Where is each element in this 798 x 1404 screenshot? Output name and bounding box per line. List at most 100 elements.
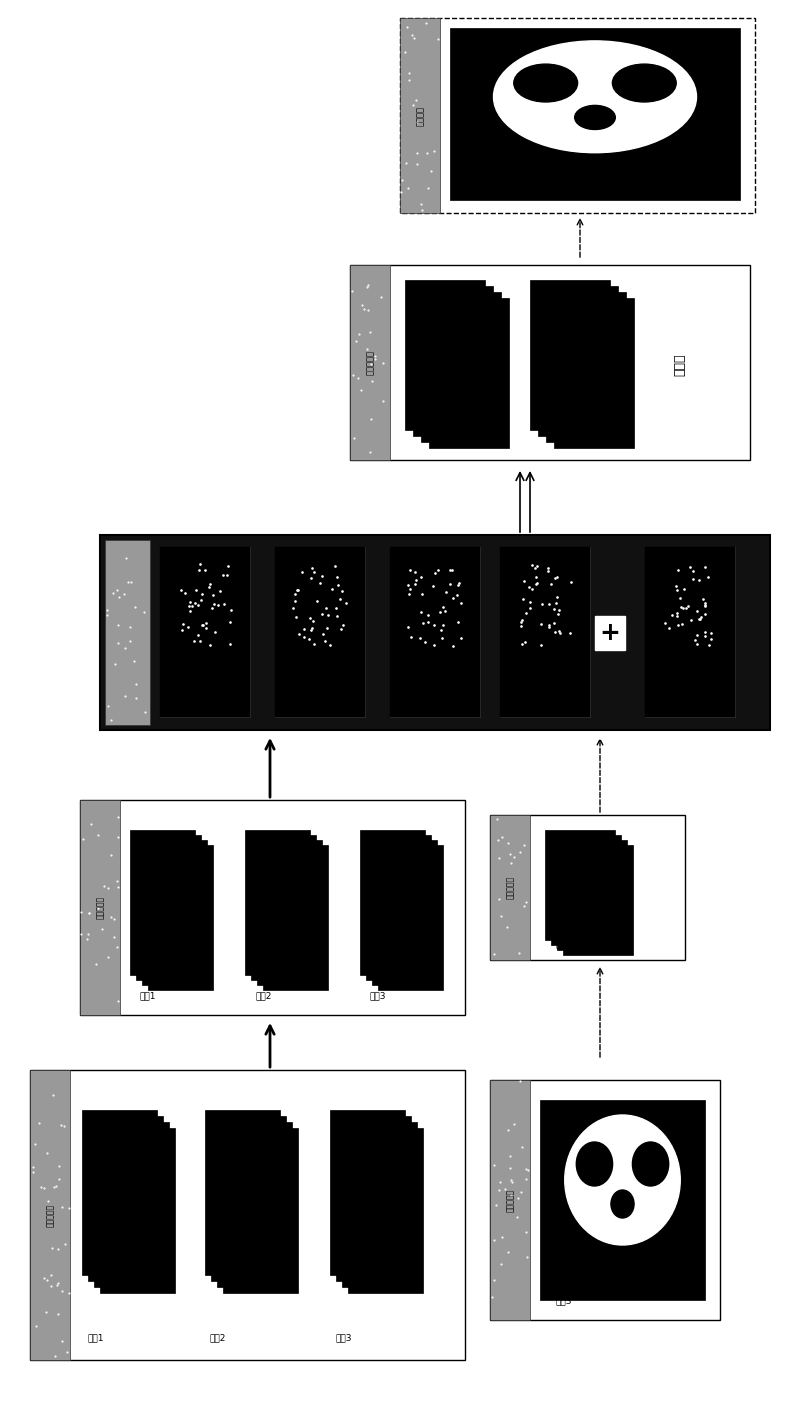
Point xyxy=(112,806,124,828)
Point xyxy=(29,1133,41,1155)
Bar xyxy=(490,814,530,960)
Point xyxy=(502,1241,515,1264)
Point xyxy=(361,275,373,298)
Bar xyxy=(142,840,207,986)
Point xyxy=(687,569,700,591)
Point xyxy=(186,595,199,618)
Point xyxy=(542,614,555,636)
Bar xyxy=(80,800,465,1015)
Point xyxy=(40,1300,53,1323)
Point xyxy=(377,351,389,373)
Bar xyxy=(557,840,627,951)
Bar xyxy=(223,1127,298,1293)
Point xyxy=(355,378,368,400)
Point xyxy=(531,555,543,577)
Point xyxy=(196,614,209,636)
Point xyxy=(119,685,132,708)
Bar xyxy=(257,840,322,986)
Bar xyxy=(563,845,633,955)
Point xyxy=(414,628,427,650)
Point xyxy=(138,601,151,623)
Point xyxy=(105,844,117,866)
Point xyxy=(699,621,712,643)
Bar xyxy=(405,279,485,430)
Point xyxy=(331,566,344,588)
Point xyxy=(542,559,555,581)
Point xyxy=(500,917,513,939)
Point xyxy=(685,609,698,632)
Point xyxy=(535,614,547,636)
Point xyxy=(541,556,554,578)
Point xyxy=(525,577,538,600)
Point xyxy=(517,587,530,609)
Point xyxy=(666,604,678,626)
Point xyxy=(52,1272,65,1294)
Point xyxy=(495,1252,508,1275)
Point xyxy=(454,591,467,614)
Bar xyxy=(136,835,201,980)
Point xyxy=(48,1345,61,1367)
Point xyxy=(101,604,113,626)
Point xyxy=(451,584,464,607)
Point xyxy=(217,564,230,587)
Point xyxy=(439,600,452,622)
Point xyxy=(512,1186,525,1209)
Point xyxy=(307,633,320,656)
Point xyxy=(194,553,207,576)
Text: 测试图像块: 测试图像块 xyxy=(365,350,374,375)
Bar xyxy=(390,548,480,717)
Point xyxy=(488,942,500,965)
Point xyxy=(213,580,226,602)
Point xyxy=(674,587,686,609)
Point xyxy=(401,177,414,199)
Point xyxy=(451,574,464,597)
Point xyxy=(308,560,321,583)
Point xyxy=(62,1282,75,1304)
Bar xyxy=(490,814,685,960)
Text: 视图1: 视图1 xyxy=(87,1332,104,1342)
Point xyxy=(62,1196,75,1219)
Ellipse shape xyxy=(632,1141,669,1186)
Point xyxy=(493,1171,506,1193)
Point xyxy=(91,897,104,920)
Point xyxy=(674,597,687,619)
Point xyxy=(488,1228,500,1251)
Point xyxy=(530,566,543,588)
Text: 视图3: 视图3 xyxy=(555,939,571,948)
Point xyxy=(518,630,531,653)
Bar xyxy=(160,548,250,717)
Point xyxy=(108,908,120,931)
Bar xyxy=(105,541,150,724)
Point xyxy=(404,578,417,601)
Point xyxy=(334,588,347,611)
Point xyxy=(41,1268,53,1290)
Text: 输出结果: 输出结果 xyxy=(416,105,425,125)
Point xyxy=(316,564,329,587)
Point xyxy=(192,559,205,581)
Point xyxy=(305,619,318,642)
Point xyxy=(321,616,334,639)
Point xyxy=(125,571,138,594)
Point xyxy=(508,845,520,868)
Point xyxy=(184,600,197,622)
Bar xyxy=(546,292,626,442)
Point xyxy=(496,826,508,848)
Point xyxy=(331,574,344,597)
Point xyxy=(396,168,409,191)
Point xyxy=(310,590,323,612)
Bar xyxy=(450,28,740,199)
Point xyxy=(499,1178,512,1200)
Point xyxy=(437,597,450,619)
Point xyxy=(428,140,440,163)
Point xyxy=(222,555,235,577)
Point xyxy=(675,612,688,635)
Point xyxy=(319,629,332,651)
Point xyxy=(356,293,369,316)
Point xyxy=(368,348,381,371)
Point xyxy=(179,583,192,605)
Point xyxy=(452,611,464,633)
Point xyxy=(111,869,124,892)
Point xyxy=(551,566,563,588)
Ellipse shape xyxy=(493,41,697,153)
Bar xyxy=(421,292,501,442)
